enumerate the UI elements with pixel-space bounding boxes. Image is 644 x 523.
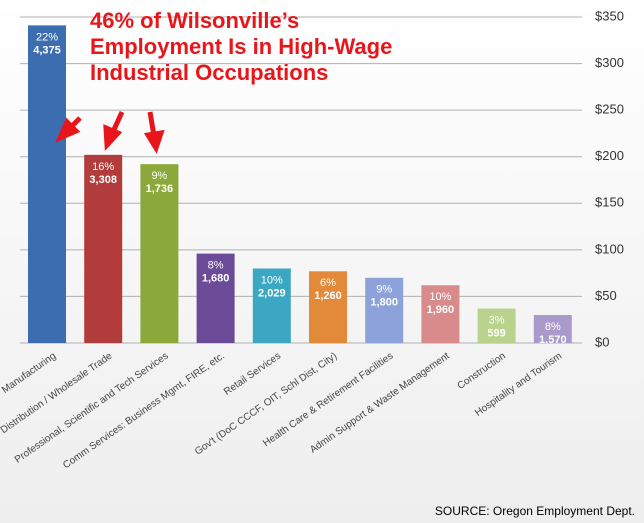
employment-label: 1,260 xyxy=(314,290,342,302)
bar xyxy=(252,268,291,343)
bar xyxy=(309,271,347,343)
share-label: 22% xyxy=(36,31,58,43)
share-label: 8% xyxy=(208,259,224,271)
bar xyxy=(477,308,516,343)
bar xyxy=(196,253,235,343)
annotation-group: Employment Is in High-Wage xyxy=(90,34,392,59)
annotation-group: 46% of Wilsonville’s xyxy=(90,8,299,33)
arrows xyxy=(55,110,165,154)
employment-label: 2,029 xyxy=(258,287,286,299)
y-tick-label: $50 xyxy=(595,288,617,303)
y-tick-label: $150 xyxy=(595,195,624,210)
share-label: 9% xyxy=(151,170,167,182)
y-tick-label: $200 xyxy=(595,148,624,163)
x-tick-label: Construction xyxy=(456,351,508,392)
employment-label: 1,800 xyxy=(370,297,398,309)
share-label: 10% xyxy=(429,291,451,303)
arrow-head xyxy=(55,117,81,143)
arrow-head xyxy=(103,124,123,152)
arrow-head xyxy=(143,129,165,154)
annotation: Employment Is in High-Wage xyxy=(90,34,392,59)
annotation-group: Industrial Occupations xyxy=(90,60,328,85)
share-label: 6% xyxy=(320,277,336,289)
employment-label: 1,570 xyxy=(539,334,567,346)
x-tick-label: Manufacturing xyxy=(0,351,58,396)
share-label: 3% xyxy=(489,314,505,326)
share-label: 8% xyxy=(545,321,561,333)
bar xyxy=(421,285,460,343)
y-tick-label: $100 xyxy=(595,241,624,256)
bar xyxy=(533,315,572,343)
source: SOURCE: Oregon Employment Dept. xyxy=(435,504,635,518)
share-label: 9% xyxy=(376,284,392,296)
share-label: 10% xyxy=(261,274,283,286)
employment-label: 599 xyxy=(487,327,505,339)
employment-label: 1,736 xyxy=(146,183,174,195)
bar xyxy=(84,154,123,343)
y-tick-label: $300 xyxy=(595,55,624,70)
employment-label: 3,308 xyxy=(89,174,117,186)
y-tick-label: $350 xyxy=(595,8,624,23)
y-tick-label: $250 xyxy=(595,102,624,117)
x-tick-label: Distribution / Wholesale Trade xyxy=(0,350,115,436)
employment-label: 1,680 xyxy=(202,272,230,284)
annotation: Industrial Occupations xyxy=(90,60,328,85)
annotation: 46% of Wilsonville’s xyxy=(90,8,299,33)
bar xyxy=(28,25,66,344)
employment-label: 1,960 xyxy=(427,304,455,316)
y-tick-label: $0 xyxy=(595,334,609,349)
employment-label: 4,375 xyxy=(33,44,61,56)
bar xyxy=(365,277,404,343)
share-label: 16% xyxy=(92,161,114,173)
bar xyxy=(140,164,179,343)
